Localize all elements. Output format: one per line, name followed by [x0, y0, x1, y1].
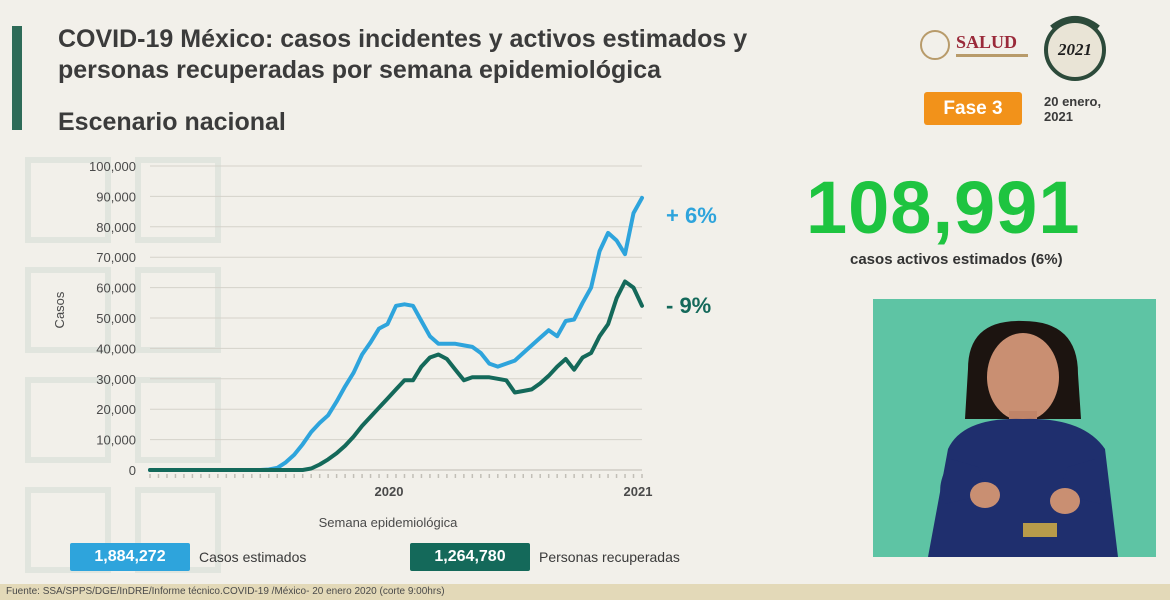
source-note: Fuente: SSA/SPPS/DGE/InDRE/Informe técni…: [6, 586, 445, 597]
y-axis-ticks: 0 10,000 20,000 30,000 40,000 50,000 60,000 70,…: [89, 159, 136, 478]
y-tick-label: 20,000: [96, 402, 136, 417]
y-tick-label: 90,000: [96, 189, 136, 204]
chart-grid: [150, 165, 642, 471]
active-cases-caption: casos activos estimados (6%): [850, 251, 1063, 268]
salud-logo-text: SALUD: [956, 32, 1018, 52]
recovered-change-label: - 9%: [666, 293, 711, 318]
y-tick-label: 100,000: [89, 159, 136, 174]
recovered-legend-label: Personas recuperadas: [539, 549, 680, 565]
x-year-label: 2021: [624, 484, 653, 499]
page-title: COVID-19 México: casos incidentes y acti…: [58, 25, 748, 84]
recovered-total: 1,264,780: [410, 543, 530, 571]
salud-logo-underline: [956, 54, 1028, 57]
interpreter-figure: [928, 320, 1118, 557]
y-tick-label: 70,000: [96, 250, 136, 265]
active-cases-number: 108,991: [806, 166, 1081, 249]
series-line-casos-estimados: [148, 195, 644, 472]
y-tick-label: 30,000: [96, 372, 136, 387]
year-emblem: 2021: [1040, 10, 1110, 82]
estimated-cases-legend-label: Casos estimados: [199, 549, 307, 565]
report-date: 20 enero, 2021: [1044, 94, 1102, 124]
x-year-label: 2020: [375, 484, 404, 499]
fase-badge: Fase 3: [924, 92, 1022, 125]
year-emblem-icon: [1044, 16, 1106, 81]
background-pattern-decoration: [25, 157, 221, 573]
y-tick-label: 0: [129, 463, 136, 478]
x-axis-label: Semana epidemiológica: [319, 515, 459, 530]
x-axis-ticks: 2020 2021: [149, 469, 653, 499]
chart: 0 10,000 20,000 30,000 40,000 50,000 60,000 70,…: [52, 159, 717, 530]
chart-series: [148, 195, 644, 472]
title-accent-bar: [12, 26, 22, 130]
sign-language-interpreter-video: [873, 299, 1156, 557]
government-seal-icon: [920, 30, 950, 60]
y-tick-label: 60,000: [96, 281, 136, 296]
salud-logo: SALUD: [920, 28, 1030, 64]
footer-bar: Fuente: SSA/SPPS/DGE/InDRE/Informe técni…: [0, 584, 1170, 600]
y-tick-label: 50,000: [96, 311, 136, 326]
estimated-change-label: + 6%: [666, 203, 717, 228]
y-tick-label: 40,000: [96, 341, 136, 356]
y-tick-label: 80,000: [96, 220, 136, 235]
estimated-cases-total: 1,884,272: [70, 543, 190, 571]
series-line-personas-recuperadas: [148, 279, 644, 472]
year-emblem-label: 2021: [1058, 40, 1092, 59]
page-subtitle: Escenario nacional: [58, 108, 286, 136]
y-tick-label: 10,000: [96, 433, 136, 448]
y-axis-label: Casos: [52, 291, 67, 328]
